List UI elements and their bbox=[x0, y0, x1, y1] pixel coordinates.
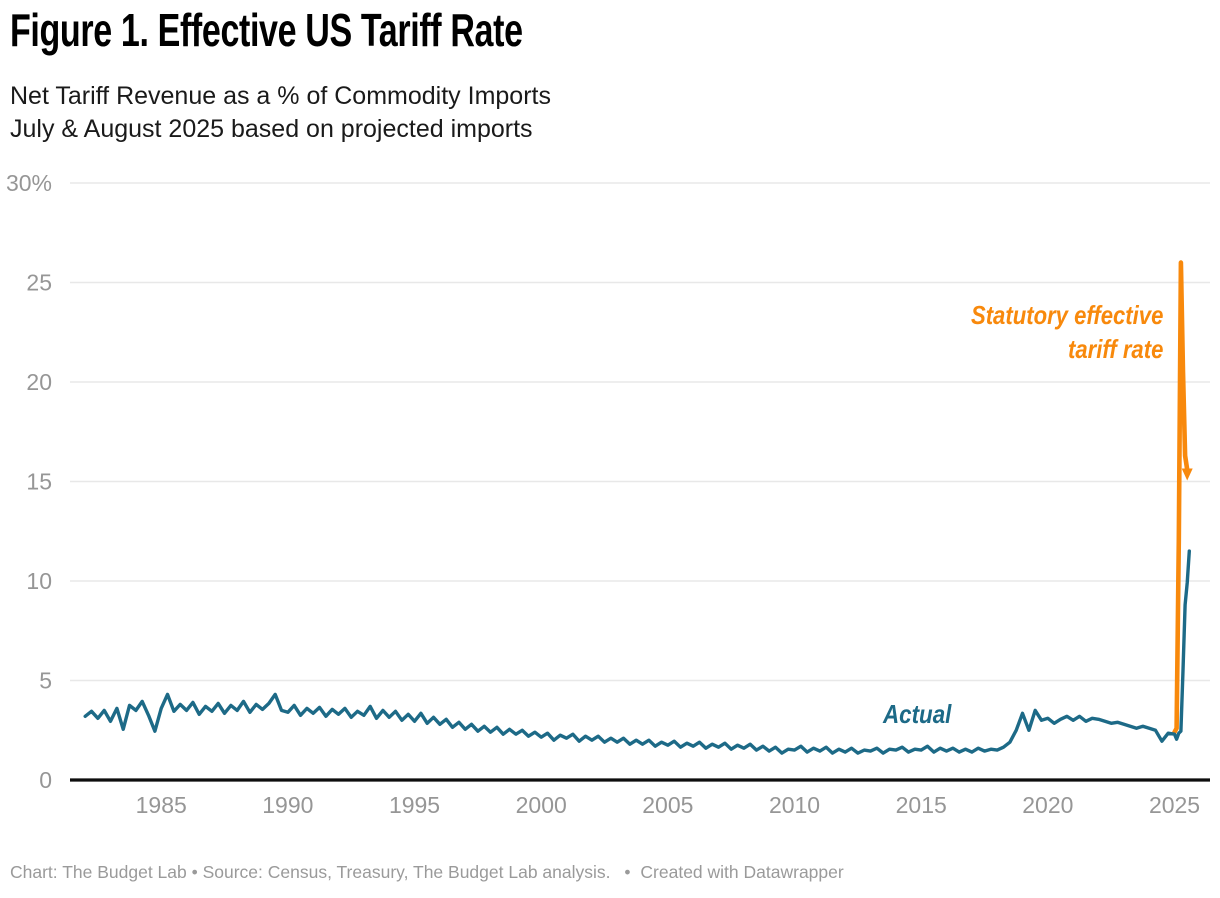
y-tick-label: 5 bbox=[39, 668, 52, 694]
x-tick-label: 1990 bbox=[262, 792, 313, 818]
x-tick-label: 2010 bbox=[769, 792, 820, 818]
x-tick-label: 2015 bbox=[896, 792, 947, 818]
statutory-label: Statutory effective tariff rate bbox=[971, 298, 1163, 366]
subtitle-line-2: July & August 2025 based on projected im… bbox=[10, 115, 533, 143]
page-title: Figure 1. Effective US Tariff Rate bbox=[10, 4, 523, 56]
actual-label: Actual bbox=[883, 699, 952, 729]
subtitle-line-1: Net Tariff Revenue as a % of Commodity I… bbox=[10, 82, 551, 110]
statutory-label-line-2: tariff rate bbox=[1067, 334, 1163, 364]
y-tick-label: 20 bbox=[26, 369, 52, 395]
x-tick-label: 2000 bbox=[516, 792, 567, 818]
x-tick-label: 2005 bbox=[642, 792, 693, 818]
y-tick-label: 10 bbox=[26, 568, 52, 594]
actual-line bbox=[83, 549, 1192, 755]
statutory-label-line-1: Statutory effective bbox=[970, 300, 1163, 330]
footer-bullet: • bbox=[624, 862, 631, 882]
x-tick-label: 1995 bbox=[389, 792, 440, 818]
x-tick-label: 2025 bbox=[1149, 792, 1200, 818]
y-tick-label: 15 bbox=[26, 469, 52, 495]
statutory-line bbox=[1172, 260, 1190, 735]
series-lines bbox=[83, 260, 1193, 755]
chart-footer: Chart: The Budget Lab • Source: Census, … bbox=[10, 862, 844, 883]
y-tick-label: 30% bbox=[6, 170, 52, 196]
footer-datawrapper-link[interactable]: Created with Datawrapper bbox=[640, 862, 844, 882]
x-tick-label: 1985 bbox=[136, 792, 187, 818]
chart-subtitle: Net Tariff Revenue as a % of Commodity I… bbox=[10, 80, 551, 146]
gridlines bbox=[70, 182, 1210, 782]
statutory-arrowhead-icon bbox=[1181, 468, 1193, 481]
footer-credit-source: Chart: The Budget Lab • Source: Census, … bbox=[10, 862, 611, 882]
x-tick-label: 2020 bbox=[1022, 792, 1073, 818]
y-tick-label: 25 bbox=[26, 270, 52, 296]
y-tick-label: 0 bbox=[39, 767, 52, 793]
